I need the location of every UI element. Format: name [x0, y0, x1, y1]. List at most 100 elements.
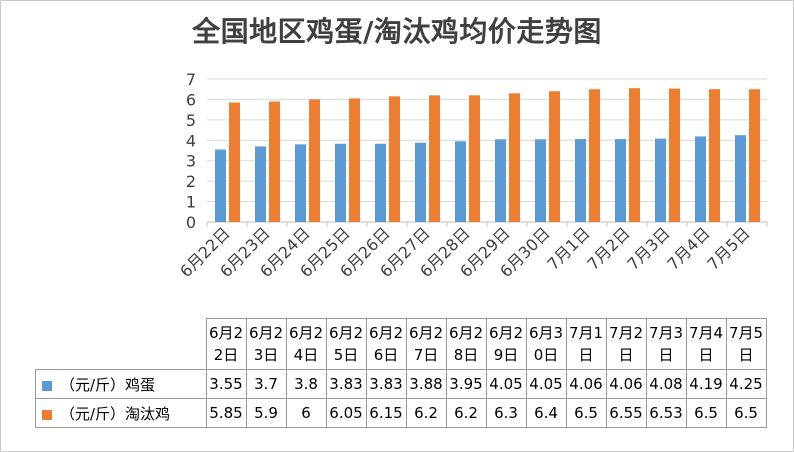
table-value-cell: 3.88 [405, 369, 447, 399]
bar-egg [455, 141, 466, 222]
table-header-cell: 7月4 日 [685, 318, 727, 370]
table-value-cell: 6.53 [645, 398, 687, 428]
header-text: 6月2 [208, 324, 244, 342]
bar-egg [495, 139, 506, 222]
table-value-cell: 4.25 [725, 369, 767, 399]
y-tick-label: 5 [186, 111, 196, 130]
header-text: 6月2 [368, 324, 404, 342]
bar-egg [655, 138, 666, 222]
bar-egg [375, 143, 386, 222]
bar-hen [669, 88, 680, 222]
table-header-cell: 7月5 日 [725, 318, 767, 370]
table-row: （元/斤）淘汰鸡 5.85 5.9 6 6.05 6.15 6.2 6.2 6.3 6.4 6.5 6… [35, 398, 767, 428]
table-header-cell: 7月3 日 [645, 318, 687, 370]
bar-egg [535, 139, 546, 222]
bar-hen [469, 95, 480, 222]
header-text: 2日 [213, 346, 239, 364]
bar-egg [295, 144, 306, 222]
header-text: 5日 [333, 346, 359, 364]
table-value-cell: 4.08 [645, 369, 687, 399]
bar-egg [255, 146, 266, 222]
table-value-cell: 6.5 [565, 398, 607, 428]
table-value-cell: 3.83 [365, 369, 407, 399]
header-text: 3日 [253, 346, 279, 364]
data-table: 6月2 2日 6月2 3日 6月2 4日 6月2 5日 6月2 6日 6月2 7日 6月2 8日 6月2 9日… [35, 318, 767, 428]
table-value-cell: 5.9 [245, 398, 287, 428]
header-text: 0日 [533, 346, 559, 364]
y-tick-label: 6 [186, 90, 196, 109]
table-value-cell: 6.4 [525, 398, 567, 428]
chart-title: 全国地区鸡蛋/淘汰鸡均价走势图 [192, 15, 602, 48]
table-value-cell: 3.8 [285, 369, 327, 399]
header-text: 7月4 [688, 324, 724, 342]
header-text: 7月3 [648, 324, 684, 342]
header-text: 日 [738, 346, 754, 364]
table-header-cell: 6月2 5日 [325, 318, 367, 370]
header-text: 6月2 [408, 324, 444, 342]
x-tick-label: 7月4日 [663, 223, 713, 273]
table-value-cell: 6.55 [605, 398, 647, 428]
header-text: 6月2 [248, 324, 284, 342]
table-value-cell: 6.5 [725, 398, 767, 428]
table-header-cell: 6月2 6日 [365, 318, 407, 370]
bar-hen [349, 98, 360, 222]
header-text: 6月2 [288, 324, 324, 342]
table-header-cell: 6月2 9日 [485, 318, 527, 370]
x-tick-label: 7月5日 [703, 223, 753, 273]
header-text: 6日 [373, 346, 399, 364]
header-text: 6月3 [528, 324, 564, 342]
table-value-cell: 6.15 [365, 398, 407, 428]
legend-text: （元/斤）淘汰鸡 [60, 404, 171, 423]
bar-hen [589, 89, 600, 222]
table-row: （元/斤）鸡蛋 3.55 3.7 3.8 3.83 3.83 3.88 3.95 4.05 4.0… [35, 369, 767, 399]
table-header-cell: 6月2 3日 [245, 318, 287, 370]
table-header-cell: 6月2 4日 [285, 318, 327, 370]
header-text: 8日 [453, 346, 479, 364]
bar-hen [709, 89, 720, 222]
bar-hen [269, 101, 280, 222]
header-text: 日 [578, 346, 594, 364]
y-tick-label: 3 [186, 152, 196, 171]
table-header-cell: 6月2 8日 [445, 318, 487, 370]
header-text: 日 [618, 346, 634, 364]
header-text: 7日 [413, 346, 439, 364]
bar-egg [335, 143, 346, 222]
table-corner [35, 318, 207, 370]
table-value-cell: 4.19 [685, 369, 727, 399]
bar-egg [215, 149, 226, 222]
table-value-cell: 4.05 [485, 369, 527, 399]
header-text: 6月2 [328, 324, 364, 342]
bar-egg [575, 139, 586, 222]
series-label: （元/斤）鸡蛋 [35, 369, 207, 399]
y-tick-label: 7 [186, 70, 196, 89]
header-text: 7月2 [608, 324, 644, 342]
table-header-cell: 7月1 日 [565, 318, 607, 370]
table-header-row: 6月2 2日 6月2 3日 6月2 4日 6月2 5日 6月2 6日 6月2 7日 6月2 8日 6月2 9日… [35, 318, 767, 370]
table-value-cell: 6.5 [685, 398, 727, 428]
table-value-cell: 4.06 [605, 369, 647, 399]
table-value-cell: 4.05 [525, 369, 567, 399]
bar-hen [509, 93, 520, 222]
table-value-cell: 4.06 [565, 369, 607, 399]
table-value-cell: 6.05 [325, 398, 367, 428]
header-text: 9日 [493, 346, 519, 364]
table-value-cell: 6.2 [445, 398, 487, 428]
table-value-cell: 6.2 [405, 398, 447, 428]
y-tick-label: 1 [186, 193, 196, 212]
legend-swatch [42, 409, 52, 420]
header-text: 7月1 [568, 324, 604, 342]
table-value-cell: 3.83 [325, 369, 367, 399]
bar-hen [749, 89, 760, 222]
header-text: 6月2 [448, 324, 484, 342]
table-value-cell: 5.85 [205, 398, 247, 428]
x-tick-label: 7月2日 [583, 223, 633, 273]
table-header-cell: 6月3 0日 [525, 318, 567, 370]
header-text: 4日 [293, 346, 319, 364]
bar-hen [429, 95, 440, 222]
header-text: 日 [698, 346, 714, 364]
bar-hen [629, 88, 640, 222]
table-value-cell: 6 [285, 398, 327, 428]
legend-swatch [42, 380, 52, 391]
series-label: （元/斤）淘汰鸡 [35, 398, 207, 428]
table-header-cell: 7月2 日 [605, 318, 647, 370]
